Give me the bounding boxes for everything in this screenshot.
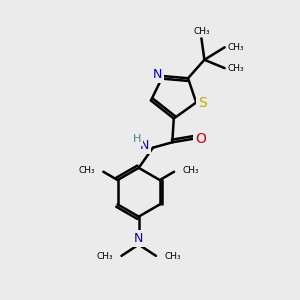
Text: CH₃: CH₃ [193, 27, 210, 36]
Text: N: N [134, 232, 143, 245]
Text: CH₃: CH₃ [97, 252, 113, 261]
Text: S: S [198, 95, 207, 110]
Text: CH₃: CH₃ [228, 64, 244, 73]
Text: CH₃: CH₃ [228, 43, 244, 52]
Text: O: O [195, 132, 206, 146]
Text: H: H [133, 134, 142, 144]
Text: CH₃: CH₃ [78, 166, 95, 175]
Text: CH₃: CH₃ [182, 166, 199, 175]
Text: CH₃: CH₃ [164, 252, 181, 261]
Text: N: N [153, 68, 162, 81]
Text: N: N [140, 139, 149, 152]
